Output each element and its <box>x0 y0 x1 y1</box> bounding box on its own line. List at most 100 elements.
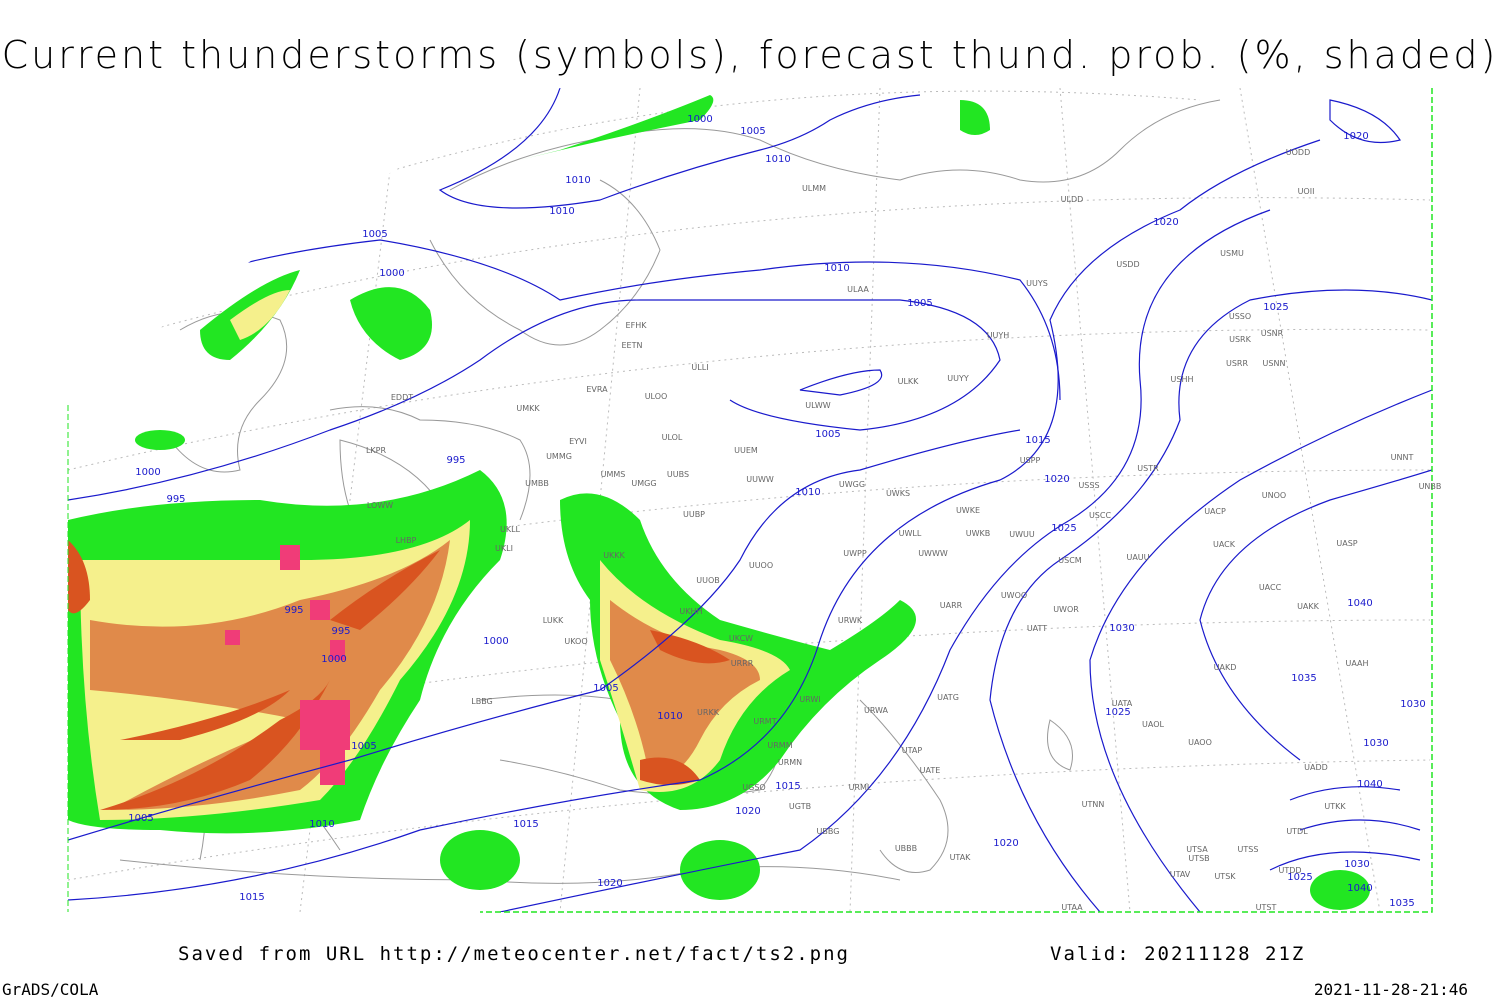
station-label: UTNN <box>1082 800 1105 809</box>
station-label: ULAA <box>847 285 869 294</box>
station-label: ULOL <box>662 433 683 442</box>
station-label: UWWW <box>918 549 948 558</box>
isobar-label: 1015 <box>1025 435 1050 446</box>
station-label: UWPP <box>843 549 867 558</box>
isobar-label: 1015 <box>513 819 538 830</box>
isobar-label: 1020 <box>597 878 622 889</box>
isobar-label: 1030 <box>1400 699 1425 710</box>
station-label: UUYH <box>987 331 1010 340</box>
station-label: UTSK <box>1214 872 1236 881</box>
isobar-label: 995 <box>446 455 465 466</box>
station-label: UAAH <box>1345 659 1368 668</box>
isobar-label: 1020 <box>735 806 760 817</box>
isobar-label: 1005 <box>815 429 840 440</box>
valid-time: Valid: 20211128 21Z <box>1050 943 1305 965</box>
station-label: UWGG <box>839 480 865 489</box>
station-label: USDD <box>1116 260 1139 269</box>
station-label: UBBG <box>817 827 840 836</box>
isobars <box>68 88 1432 912</box>
station-label: USHH <box>1171 375 1194 384</box>
title: Current thunderstorms (symbols), forecas… <box>2 33 1499 77</box>
station-label: UUOB <box>696 576 720 585</box>
isobar-label: 1010 <box>765 154 790 165</box>
station-label: UMMS <box>601 470 626 479</box>
station-label: ULLI <box>691 363 708 372</box>
station-label: UKHH <box>679 607 702 616</box>
isobar-label: 995 <box>166 494 185 505</box>
isobar-label: 1010 <box>565 175 590 186</box>
station-label: UTSB <box>1188 854 1209 863</box>
station-label: UKLI <box>495 544 513 553</box>
station-label: ULWW <box>805 401 830 410</box>
station-label: LHBP <box>396 536 417 545</box>
isobar-label: 1025 <box>1051 523 1076 534</box>
station-label: ULMM <box>802 184 826 193</box>
station-label: UWOR <box>1053 605 1079 614</box>
isobar-label: 1025 <box>1287 872 1312 883</box>
isobar-label: 1005 <box>362 229 387 240</box>
station-label: UASP <box>1336 539 1357 548</box>
isobar-label: 1020 <box>1044 474 1069 485</box>
isobar-label: 1020 <box>993 838 1018 849</box>
isobar-label: 1000 <box>687 114 712 125</box>
isobar-label: 1020 <box>1153 217 1178 228</box>
isobar-label: 1010 <box>549 206 574 217</box>
station-label: EETN <box>622 341 643 350</box>
timestamp: 2021-11-28-21:46 <box>1314 980 1468 999</box>
station-label: LBBG <box>471 697 493 706</box>
station-label: UAKD <box>1214 663 1237 672</box>
station-label: USSS <box>1078 481 1099 490</box>
station-label: UTSA <box>1186 845 1208 854</box>
isobar-label: 1000 <box>379 268 404 279</box>
station-label: UUYS <box>1026 279 1048 288</box>
station-label: UATA <box>1112 699 1133 708</box>
station-label: URWK <box>838 616 863 625</box>
station-label: EDDT <box>391 393 413 402</box>
station-label: USRK <box>1229 335 1251 344</box>
station-label: USRR <box>1226 359 1248 368</box>
station-label: UWUU <box>1009 530 1035 539</box>
software: GrADS/COLA <box>2 980 99 999</box>
isobar-label: 1005 <box>128 813 153 824</box>
map-area <box>68 88 1432 912</box>
isobar-label: 1035 <box>1389 898 1414 909</box>
isobar-label: 1005 <box>351 741 376 752</box>
station-label: UMGG <box>631 479 656 488</box>
station-label: URRR <box>731 659 754 668</box>
isobar-label: 1000 <box>135 467 160 478</box>
station-label: UAOL <box>1142 720 1164 729</box>
station-label: UODD <box>1286 148 1310 157</box>
station-label: UTAP <box>902 746 923 755</box>
saved-url: Saved from URL http://meteocenter.net/fa… <box>178 943 850 965</box>
station-label: USSO <box>1229 312 1251 321</box>
station-label: UNNT <box>1391 453 1414 462</box>
station-label: UWKS <box>886 489 910 498</box>
station-labels: UODD UOII ULDD ULMM USDD USMU ULAA UUYS USSO USRK… <box>366 148 1441 912</box>
station-label: UOII <box>1298 187 1315 196</box>
station-label: UTAV <box>1170 870 1191 879</box>
station-label: UWKB <box>966 529 991 538</box>
station-label: UKLL <box>500 525 521 534</box>
station-label: URKK <box>697 708 720 717</box>
station-label: ULKK <box>898 377 920 386</box>
station-label: UACC <box>1259 583 1282 592</box>
station-label: UTKK <box>1324 802 1346 811</box>
station-label: LKPR <box>366 446 387 455</box>
isobar-label: 1010 <box>657 711 682 722</box>
station-label: USMU <box>1220 249 1244 258</box>
station-label: UAOO <box>1188 738 1212 747</box>
station-label: UTAA <box>1061 903 1083 912</box>
station-label: UAKK <box>1297 602 1320 611</box>
station-label: USCC <box>1089 511 1112 520</box>
station-label: UATT <box>1027 624 1047 633</box>
isobar-label: 995 <box>331 626 350 637</box>
isobar-label: 1040 <box>1357 779 1382 790</box>
station-label: UNOO <box>1262 491 1286 500</box>
probability-shading <box>68 95 1370 910</box>
station-label: USCM <box>1058 556 1082 565</box>
station-label: UUEM <box>734 446 758 455</box>
station-label: UACK <box>1213 540 1236 549</box>
station-label: USNR <box>1261 329 1284 338</box>
station-label: UWLL <box>899 529 922 538</box>
